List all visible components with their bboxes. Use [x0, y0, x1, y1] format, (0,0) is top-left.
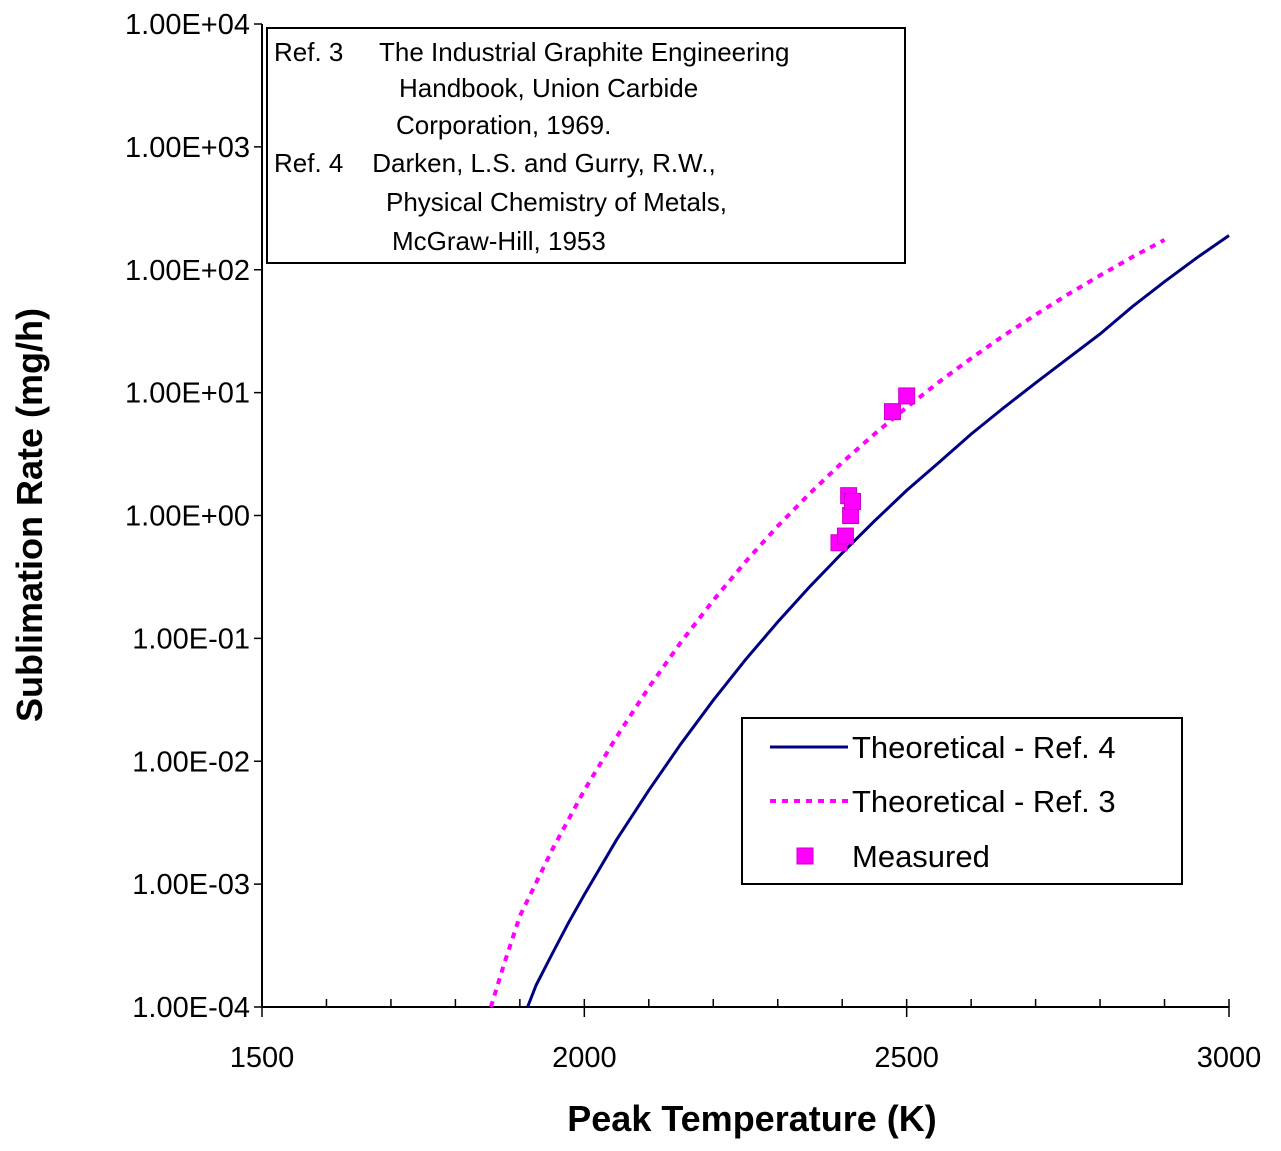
legend-swatch-measured [796, 847, 814, 865]
y-axis-title: Sublimation Rate (mg/h) [9, 308, 50, 722]
legend-label-measured: Measured [852, 839, 990, 874]
x-axis-title: Peak Temperature (K) [567, 1098, 936, 1139]
reference-line-5: Physical Chemistry of Metals, [386, 187, 727, 217]
y-tick-label: 1.00E+03 [125, 132, 250, 164]
measured-point [883, 403, 901, 421]
x-tick-label: 1500 [230, 1042, 295, 1074]
reference-line-4: Ref. 4 Darken, L.S. and Gurry, R.W., [274, 148, 716, 178]
x-tick-label: 2500 [874, 1042, 939, 1074]
y-tick-label: 1.00E-04 [132, 992, 250, 1024]
series-layer [488, 234, 1230, 1008]
series-line-ref4 [526, 234, 1230, 1008]
y-tick-label: 1.00E+01 [125, 378, 250, 410]
y-tick-label: 1.00E+00 [125, 501, 250, 533]
legend: Theoretical - Ref. 4 Theoretical - Ref. … [741, 717, 1183, 885]
reference-line-2: Handbook, Union Carbide [399, 73, 698, 103]
measured-point [898, 387, 916, 405]
x-axis-ticks: 1500 2000 2500 3000 [230, 999, 1262, 1074]
y-tick-label: 1.00E+04 [125, 9, 250, 41]
x-tick-label: 2000 [552, 1042, 617, 1074]
y-tick-label: 1.00E+02 [125, 255, 250, 287]
measured-point [836, 527, 854, 545]
legend-label-ref4: Theoretical - Ref. 4 [852, 730, 1116, 765]
legend-label-ref3: Theoretical - Ref. 3 [852, 784, 1116, 819]
y-axis-ticks: 1.00E-04 1.00E-03 1.00E-02 1.00E-01 1.00E+00… [125, 9, 262, 1024]
reference-line-6: McGraw-Hill, 1953 [392, 226, 606, 256]
reference-box: Ref. 3 The Industrial Graphite Engineeri… [266, 27, 906, 264]
reference-box-border [266, 27, 906, 264]
x-tick-label: 3000 [1197, 1042, 1262, 1074]
series-line-ref3 [488, 238, 1166, 1008]
reference-line-3: Corporation, 1969. [396, 110, 611, 140]
y-tick-label: 1.00E-03 [132, 869, 250, 901]
reference-line-1: Ref. 3 The Industrial Graphite Engineeri… [274, 37, 789, 67]
y-tick-label: 1.00E-02 [132, 746, 250, 778]
measured-point [844, 492, 862, 510]
y-tick-label: 1.00E-01 [132, 623, 250, 655]
